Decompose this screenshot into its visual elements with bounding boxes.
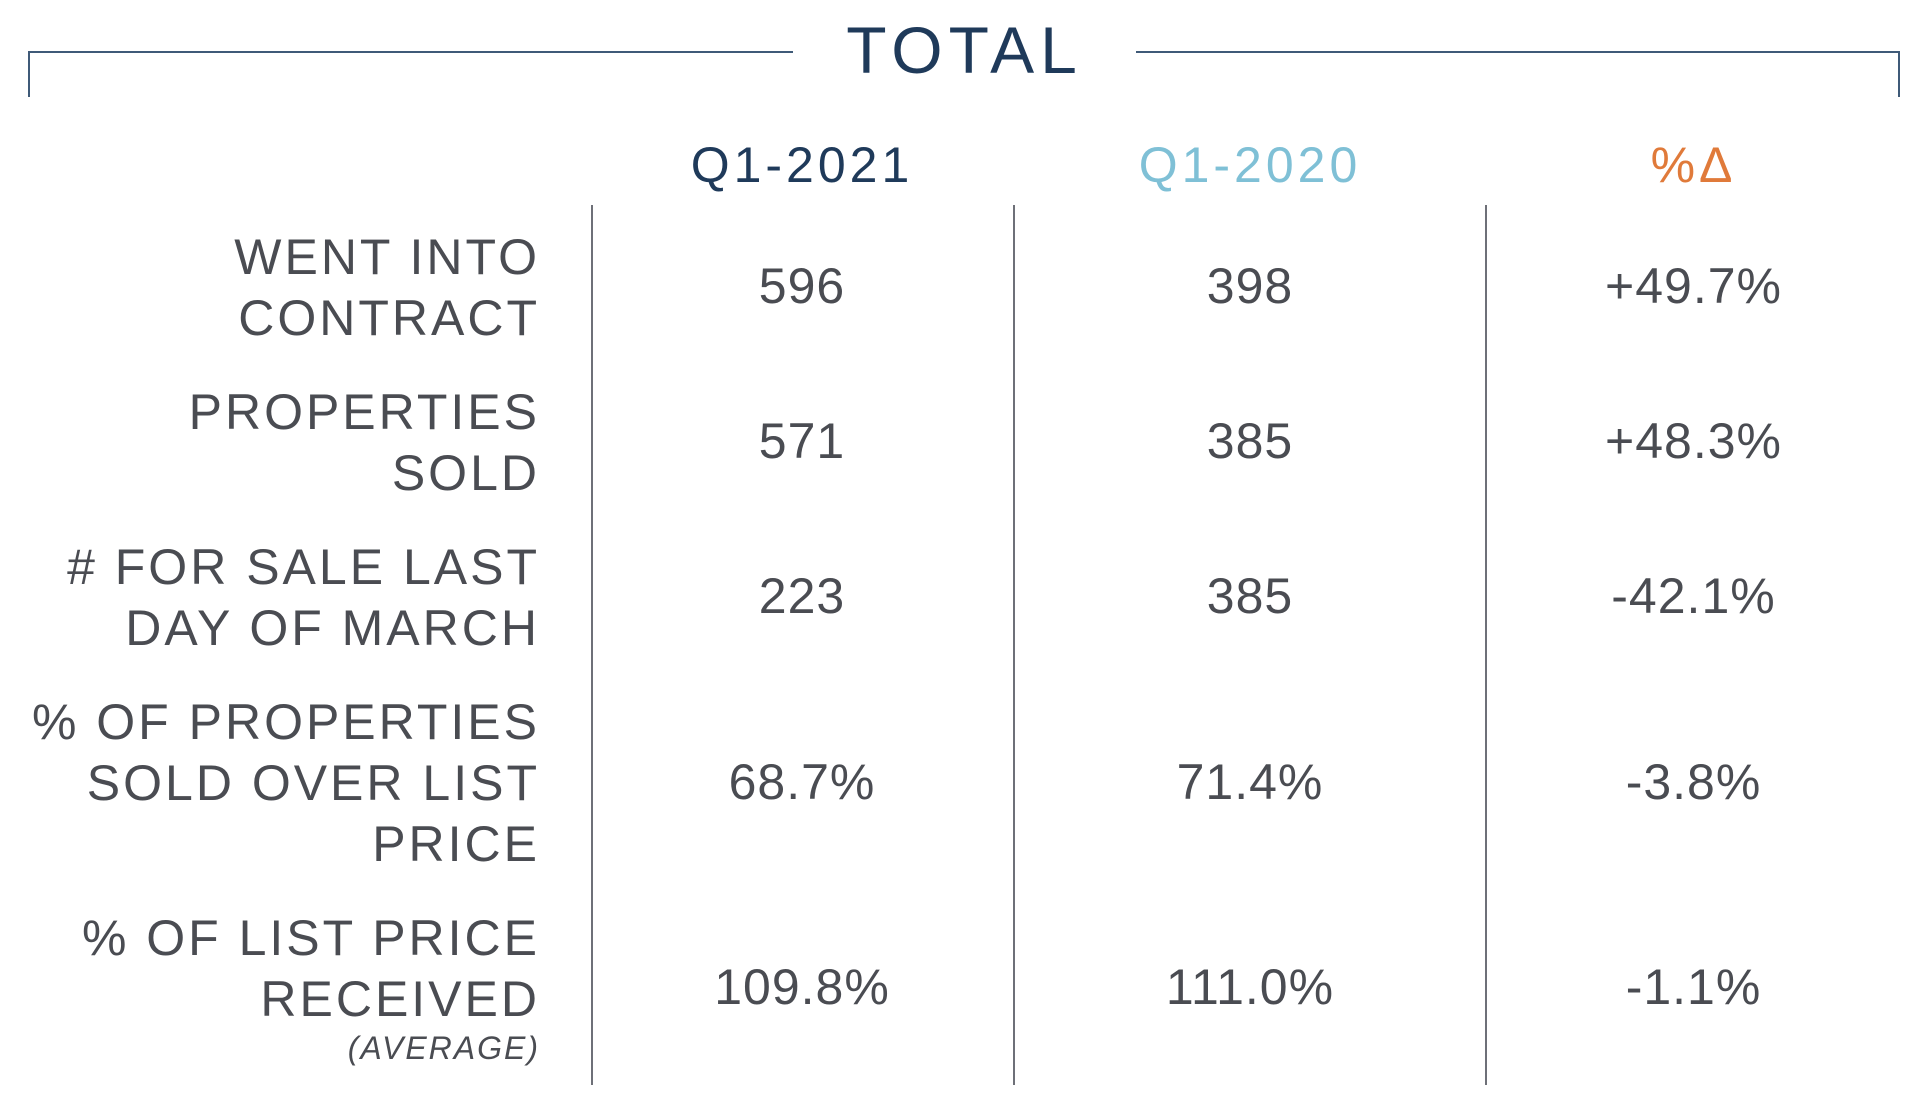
row-label-properties-sold: PROPERTIES SOLD [20, 382, 540, 504]
row-label-subtitle: (AVERAGE) [347, 1030, 540, 1066]
title-rule-left [28, 51, 793, 53]
row-label-line: CONTRACT [238, 290, 540, 346]
column-divider [1013, 205, 1015, 1085]
table-cell: 571 [758, 413, 846, 469]
column-divider [1485, 205, 1487, 1085]
column-header-q1-2021: Q1-2021 [690, 137, 914, 193]
row-label-line: PRICE [372, 816, 540, 872]
title-bracket-left-tick [28, 51, 30, 97]
table-cell: 71.4% [1176, 754, 1324, 810]
row-label-line: SOLD OVER LIST [86, 755, 540, 811]
row-label-for-sale-last-day: # FOR SALE LAST DAY OF MARCH [20, 537, 540, 659]
row-label-line: PROPERTIES [188, 384, 540, 440]
table-cell: 111.0% [1165, 959, 1335, 1015]
table-cell: 68.7% [728, 754, 876, 810]
table-cell: +49.7% [1605, 258, 1782, 314]
table-cell: -1.1% [1625, 959, 1762, 1015]
row-label-line: RECEIVED [260, 971, 540, 1027]
row-label-line: % OF PROPERTIES [31, 694, 540, 750]
table-cell: -3.8% [1625, 754, 1762, 810]
row-label-went-into-contract: WENT INTO CONTRACT [20, 227, 540, 349]
title-bracket-right-tick [1898, 51, 1900, 97]
table-cell: 398 [1206, 258, 1294, 314]
table-cell: 385 [1206, 568, 1294, 624]
table-cell: +48.3% [1605, 413, 1782, 469]
table-cell: 109.8% [714, 959, 890, 1015]
column-header-q1-2020: Q1-2020 [1138, 137, 1362, 193]
column-divider [591, 205, 593, 1085]
row-label-line: WENT INTO [234, 229, 540, 285]
row-label-line: SOLD [391, 445, 540, 501]
title-rule-right [1136, 51, 1900, 53]
column-header-percent-change: %Δ [1650, 137, 1737, 193]
table-cell: 223 [758, 568, 846, 624]
table-cell: -42.1% [1611, 568, 1776, 624]
row-label-line: # FOR SALE LAST [67, 539, 540, 595]
table-cell: 596 [758, 258, 846, 314]
row-label-line: % OF LIST PRICE [81, 910, 540, 966]
row-label-percent-list-price-received: % OF LIST PRICE RECEIVED (AVERAGE) [20, 908, 540, 1066]
row-label-percent-sold-over-list: % OF PROPERTIES SOLD OVER LIST PRICE [20, 692, 540, 875]
table-cell: 385 [1206, 413, 1294, 469]
page-title: TOTAL [846, 13, 1083, 87]
row-label-line: DAY OF MARCH [125, 600, 540, 656]
